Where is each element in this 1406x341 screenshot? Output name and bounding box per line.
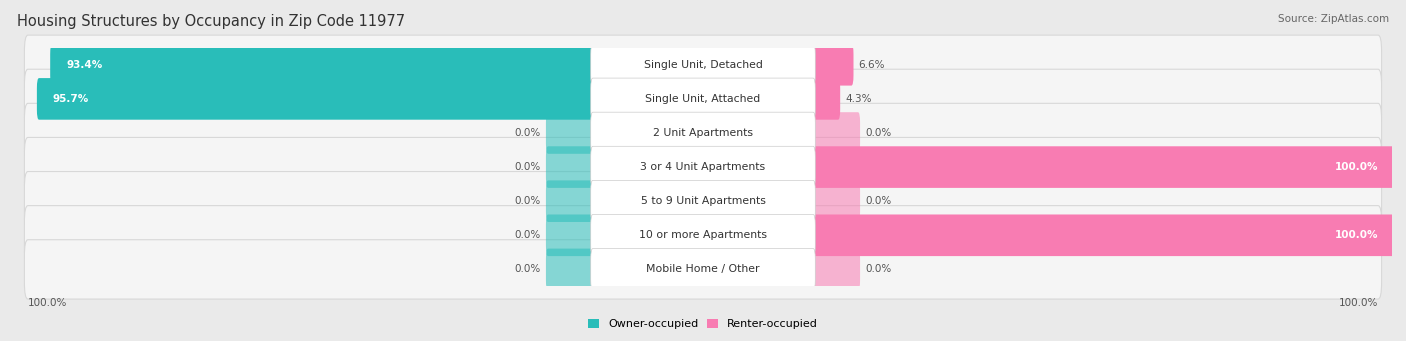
FancyBboxPatch shape [24,69,1382,129]
Text: 0.0%: 0.0% [865,196,891,206]
Text: 10 or more Apartments: 10 or more Apartments [638,230,768,240]
Text: 0.0%: 0.0% [515,230,541,240]
Text: 6.6%: 6.6% [858,60,884,70]
Text: Source: ZipAtlas.com: Source: ZipAtlas.com [1278,14,1389,24]
FancyBboxPatch shape [51,44,595,86]
Text: 95.7%: 95.7% [52,94,89,104]
FancyBboxPatch shape [546,249,595,290]
FancyBboxPatch shape [546,112,595,154]
FancyBboxPatch shape [811,214,1393,256]
FancyBboxPatch shape [546,214,595,256]
Text: 0.0%: 0.0% [515,128,541,138]
FancyBboxPatch shape [24,103,1382,163]
FancyBboxPatch shape [591,78,815,120]
FancyBboxPatch shape [811,146,1393,188]
Text: 2 Unit Apartments: 2 Unit Apartments [652,128,754,138]
Text: 0.0%: 0.0% [515,162,541,172]
Text: 0.0%: 0.0% [865,128,891,138]
FancyBboxPatch shape [37,78,595,120]
Text: 0.0%: 0.0% [865,264,891,275]
FancyBboxPatch shape [811,249,860,290]
Text: 0.0%: 0.0% [515,196,541,206]
Text: 4.3%: 4.3% [845,94,872,104]
Text: 100.0%: 100.0% [1339,298,1378,308]
FancyBboxPatch shape [591,214,815,256]
FancyBboxPatch shape [24,137,1382,197]
Text: 100.0%: 100.0% [1334,230,1378,240]
FancyBboxPatch shape [24,240,1382,299]
FancyBboxPatch shape [811,180,860,222]
FancyBboxPatch shape [591,146,815,188]
Text: Housing Structures by Occupancy in Zip Code 11977: Housing Structures by Occupancy in Zip C… [17,14,405,29]
FancyBboxPatch shape [811,78,841,120]
FancyBboxPatch shape [591,44,815,86]
Text: 5 to 9 Unit Apartments: 5 to 9 Unit Apartments [641,196,765,206]
FancyBboxPatch shape [811,44,853,86]
Text: 100.0%: 100.0% [28,298,67,308]
FancyBboxPatch shape [591,112,815,154]
Text: 0.0%: 0.0% [515,264,541,275]
FancyBboxPatch shape [24,35,1382,94]
Text: 3 or 4 Unit Apartments: 3 or 4 Unit Apartments [641,162,765,172]
Legend: Owner-occupied, Renter-occupied: Owner-occupied, Renter-occupied [583,314,823,333]
Text: Mobile Home / Other: Mobile Home / Other [647,264,759,275]
Text: Single Unit, Detached: Single Unit, Detached [644,60,762,70]
Text: 100.0%: 100.0% [1334,162,1378,172]
FancyBboxPatch shape [24,206,1382,265]
FancyBboxPatch shape [811,112,860,154]
FancyBboxPatch shape [24,172,1382,231]
FancyBboxPatch shape [546,146,595,188]
FancyBboxPatch shape [546,180,595,222]
FancyBboxPatch shape [591,249,815,290]
FancyBboxPatch shape [591,180,815,222]
Text: Single Unit, Attached: Single Unit, Attached [645,94,761,104]
Text: 93.4%: 93.4% [66,60,103,70]
